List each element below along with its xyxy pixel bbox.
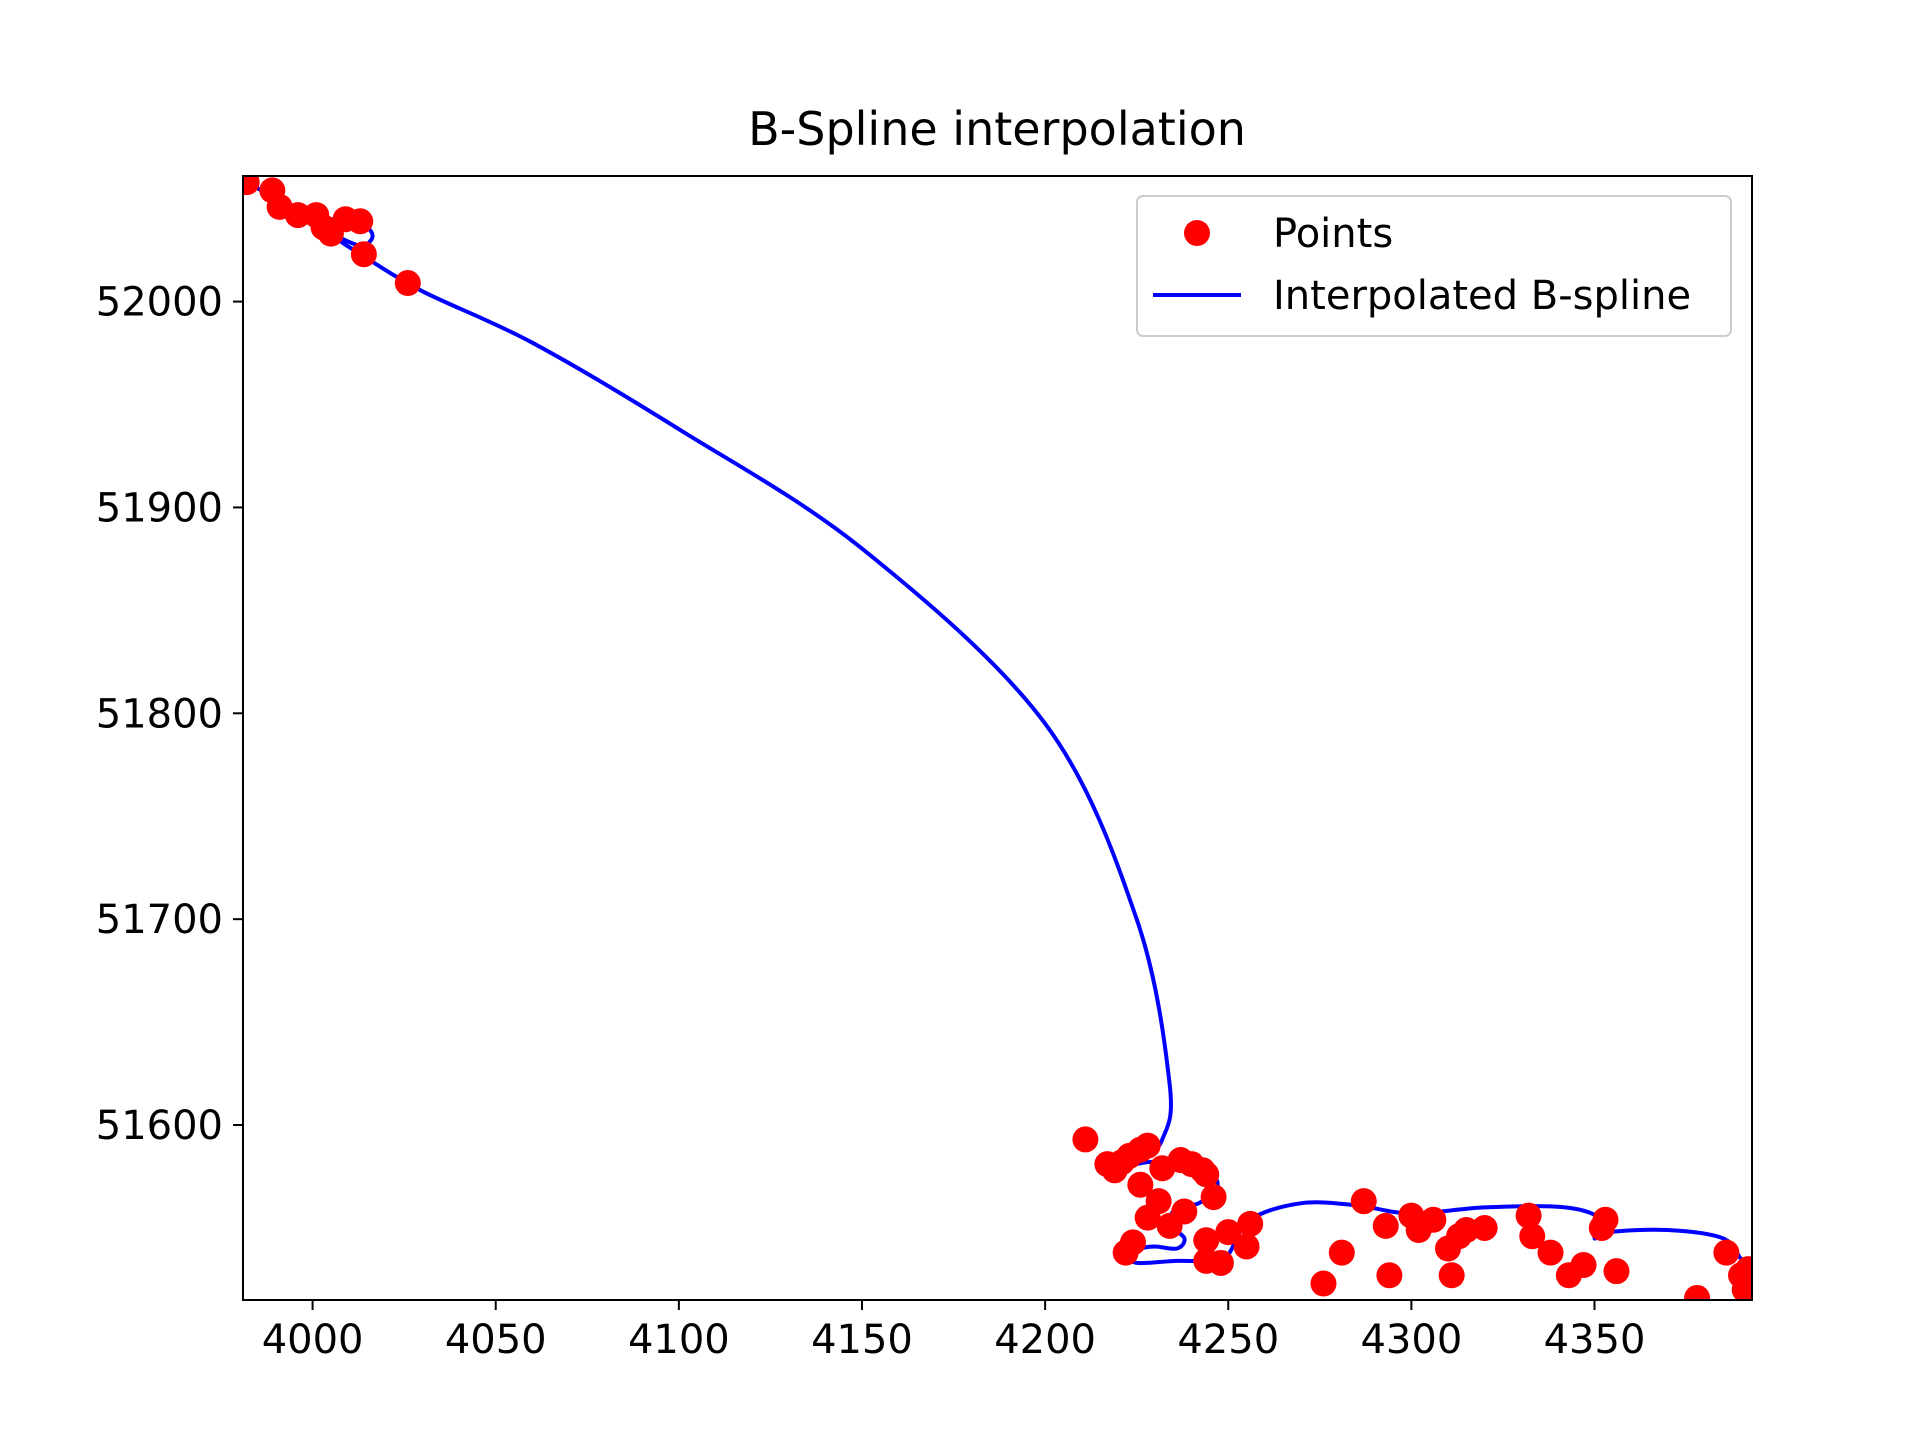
y-tick-label: 51700 [96, 897, 223, 943]
data-point [1310, 1270, 1337, 1297]
legend-points-label: Points [1273, 211, 1393, 257]
data-point [1171, 1198, 1198, 1225]
data-point [1193, 1161, 1220, 1188]
data-point [1120, 1229, 1147, 1256]
data-point [1200, 1184, 1227, 1211]
data-point [350, 241, 377, 268]
data-point [1237, 1210, 1264, 1237]
data-point [1438, 1262, 1465, 1289]
data-point [1215, 1219, 1242, 1246]
legend-box [1136, 195, 1732, 337]
data-point [1515, 1202, 1542, 1229]
data-point [1072, 1126, 1099, 1153]
data-point [1233, 1233, 1260, 1260]
y-tick-label: 51600 [96, 1103, 223, 1149]
data-point [1713, 1239, 1740, 1266]
data-point [394, 270, 421, 297]
x-axis: 4000 4050 4100 4150 4200 4250 4300 4350 [262, 1300, 1646, 1363]
data-point [1420, 1206, 1447, 1233]
x-tick-label: 4200 [994, 1317, 1096, 1363]
data-point [1519, 1223, 1546, 1250]
data-point [1684, 1284, 1711, 1300]
data-point [284, 202, 311, 229]
x-tick-label: 4250 [1177, 1317, 1279, 1363]
legend-points-marker [1184, 220, 1210, 246]
x-tick-label: 4050 [445, 1317, 547, 1363]
data-point [1471, 1214, 1498, 1241]
data-point [1592, 1206, 1619, 1233]
data-point [1127, 1171, 1154, 1198]
y-axis: 51600 51700 51800 51900 52000 [96, 280, 243, 1149]
data-point [1570, 1252, 1597, 1279]
data-point [1134, 1132, 1161, 1159]
points-layer [243, 176, 1752, 1300]
data-point [1537, 1239, 1564, 1266]
y-tick-label: 51800 [96, 691, 223, 737]
data-point [1372, 1212, 1399, 1239]
data-point [1145, 1188, 1172, 1215]
data-point [1735, 1256, 1752, 1283]
plot-frame [242, 175, 1753, 1301]
data-point [243, 176, 260, 196]
data-point [1350, 1188, 1377, 1215]
data-point [347, 208, 374, 235]
data-point [1731, 1276, 1752, 1300]
chart-title: B-Spline interpolation [748, 102, 1246, 156]
y-tick-label: 52000 [96, 280, 223, 326]
x-tick-label: 4300 [1360, 1317, 1462, 1363]
data-point [1603, 1258, 1630, 1285]
x-tick-label: 4100 [628, 1317, 730, 1363]
legend: Points Interpolated B-spline [1136, 195, 1732, 337]
x-tick-label: 4150 [811, 1317, 913, 1363]
data-point [1376, 1262, 1403, 1289]
x-tick-label: 4350 [1544, 1317, 1646, 1363]
data-point [1193, 1227, 1220, 1254]
x-tick-label: 4000 [262, 1317, 364, 1363]
legend-spline-label: Interpolated B-spline [1273, 273, 1691, 319]
plot-area [243, 176, 1752, 1300]
data-point [1328, 1239, 1355, 1266]
data-point [1193, 1247, 1220, 1274]
y-tick-label: 51900 [96, 485, 223, 531]
